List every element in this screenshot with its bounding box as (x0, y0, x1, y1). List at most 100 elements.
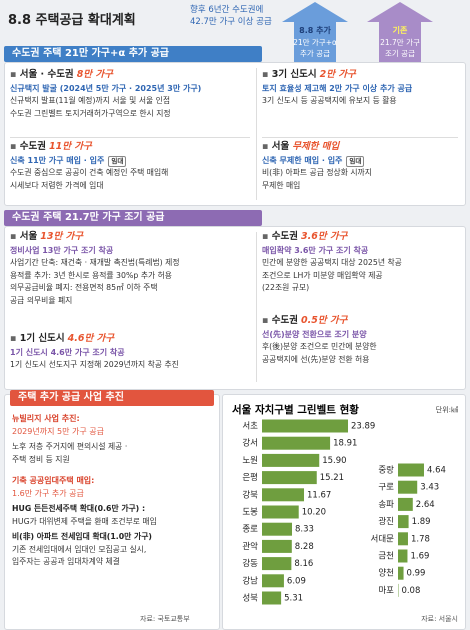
bar (262, 453, 320, 467)
text-line: 1기 신도시 선도지구 지정해 2029년까지 착공 추진 (10, 360, 179, 369)
bar (262, 436, 331, 450)
category-label: 도봉 (242, 508, 258, 518)
region: 수도권 (271, 231, 298, 242)
value-label: 8.33 (295, 525, 314, 535)
region: 수도권 (19, 141, 46, 152)
value-label: 2.64 (416, 500, 435, 510)
amount: 무제한 매입 (292, 141, 340, 152)
sub-heading: HUG 든든전세주택 확대(0.6만 가구) : (12, 504, 146, 513)
value-label: 6.09 (287, 576, 306, 586)
text-line: 무제한 매입 (262, 180, 301, 190)
amount: 4.6만 가구 (67, 333, 114, 344)
bar (262, 539, 292, 553)
region: 서울 (19, 231, 38, 242)
badge: 임대 (108, 156, 127, 167)
value-label: 3.43 (420, 483, 439, 493)
arrow-text: 21만 가구+α (293, 38, 337, 47)
category-label: 종로 (242, 525, 258, 535)
highlight: 매입확약 3.6만 가구 조기 착공 (262, 244, 462, 257)
category-label: 중랑 (378, 465, 394, 476)
bar (398, 497, 413, 511)
category-label: 강서 (242, 438, 258, 449)
bar (262, 419, 349, 433)
value-label: 15.90 (322, 456, 346, 466)
divider (10, 137, 250, 138)
arrows: 8.8 추가 21만 가구+α 추가 공급 기존 21.7만 가구 조기 공급 (282, 2, 433, 64)
text-line: 신규택지 발표(11월 예정)까지 서울 및 서울 인접 (10, 96, 170, 105)
amount: 13만 가구 (40, 231, 83, 242)
divider (256, 68, 257, 200)
subtitle-line: 향후 6년간 수도권에 (190, 5, 264, 15)
category-label: 마포 (378, 586, 394, 596)
highlight-text: 신축 11만 가구 매입 · 입주 (10, 156, 105, 165)
chart-title: 서울 자치구별 그린벨트 현황 (232, 403, 359, 416)
arrow (282, 2, 348, 64)
highlight: 토지 효율성 제고해 2만 가구 이상 추가 공급 (262, 82, 462, 95)
text-line: 민간에 분양한 공공택지 대상 2025년 착공 (262, 258, 402, 267)
section-title: 수도권 주택 21만 가구+α 추가 공급 (4, 46, 262, 62)
page-title: 8.8 주택공급 확대계획 (8, 13, 136, 28)
divider (256, 232, 257, 382)
value-label: 10.20 (302, 508, 326, 518)
category-label: 강동 (242, 558, 258, 569)
bar (398, 549, 408, 563)
panel (4, 394, 220, 630)
bar (262, 522, 292, 536)
category-label: 광진 (378, 516, 394, 527)
category-label: 성북 (242, 594, 258, 604)
text-line: 3기 신도시 등 공공택지에 유보지 등 활용 (262, 96, 397, 105)
category-label: 노원 (242, 456, 258, 466)
value-label: 8.28 (295, 542, 314, 552)
highlight-text: 매입확약 3.6만 가구 조기 착공 (262, 246, 369, 255)
bar (262, 505, 299, 519)
amount: 8만 가구 (76, 69, 113, 80)
text-line: 의무공급비율 폐지: 전용면적 85㎡ 이하 주택 (10, 283, 158, 292)
section-title: 주택 추가 공급 사업 추진 (10, 390, 214, 406)
highlight-text: 선(先)분양 전환으로 조기 분양 (262, 330, 367, 339)
amount: 2만 가구 (319, 69, 356, 80)
text-line: 주택 정비 등 지원 (12, 454, 70, 464)
value-label: 1.89 (412, 517, 431, 527)
text-line: 수도권 중심으로 공공이 건축 예정인 주택 매입해 (10, 168, 169, 177)
text-line: 공급 의무비율 폐지 (10, 295, 73, 305)
value-label: 8.16 (294, 559, 313, 569)
highlight: 정비사업 13만 가구 조기 착공 (10, 244, 254, 257)
text-line: 사업기간 단축: 재건축 · 재개발 촉진법(특례법) 제정 (10, 258, 180, 267)
item-heading: 기축 공공임대주택 매입: (12, 476, 95, 485)
bar (262, 471, 317, 485)
item-highlight: 2029년까지 5만 가구 공급 (12, 427, 104, 436)
highlight: 신축 무제한 매입 · 입주 임대 (262, 154, 462, 167)
highlight-text: 신규택지 발굴 (2024년 5만 가구 · 2025년 3만 가구) (10, 84, 202, 93)
value-label: 18.91 (333, 439, 357, 449)
region: 수도권 (271, 315, 298, 326)
region: 3기 신도시 (271, 69, 317, 80)
divider (262, 137, 458, 138)
arrow (367, 2, 433, 64)
text-line: 시세보다 저렴한 가격에 임대 (10, 180, 104, 190)
bar (262, 488, 305, 502)
bar (398, 515, 409, 529)
extra-content: 뉴빌리지 사업 추진: 2029년까지 5만 가구 공급 노후 저층 주거지에 편의… (12, 412, 216, 569)
bar (398, 480, 418, 494)
panel (4, 226, 466, 390)
region: 1기 신도시 (19, 333, 65, 344)
panel (4, 62, 466, 206)
highlight-text: 1기 신도시 4.6만 가구 조기 착공 (10, 348, 125, 357)
chart-source: 자료: 서울시 (421, 614, 458, 623)
amount: 11만 가구 (48, 141, 92, 152)
value-label: 4.64 (427, 466, 446, 476)
